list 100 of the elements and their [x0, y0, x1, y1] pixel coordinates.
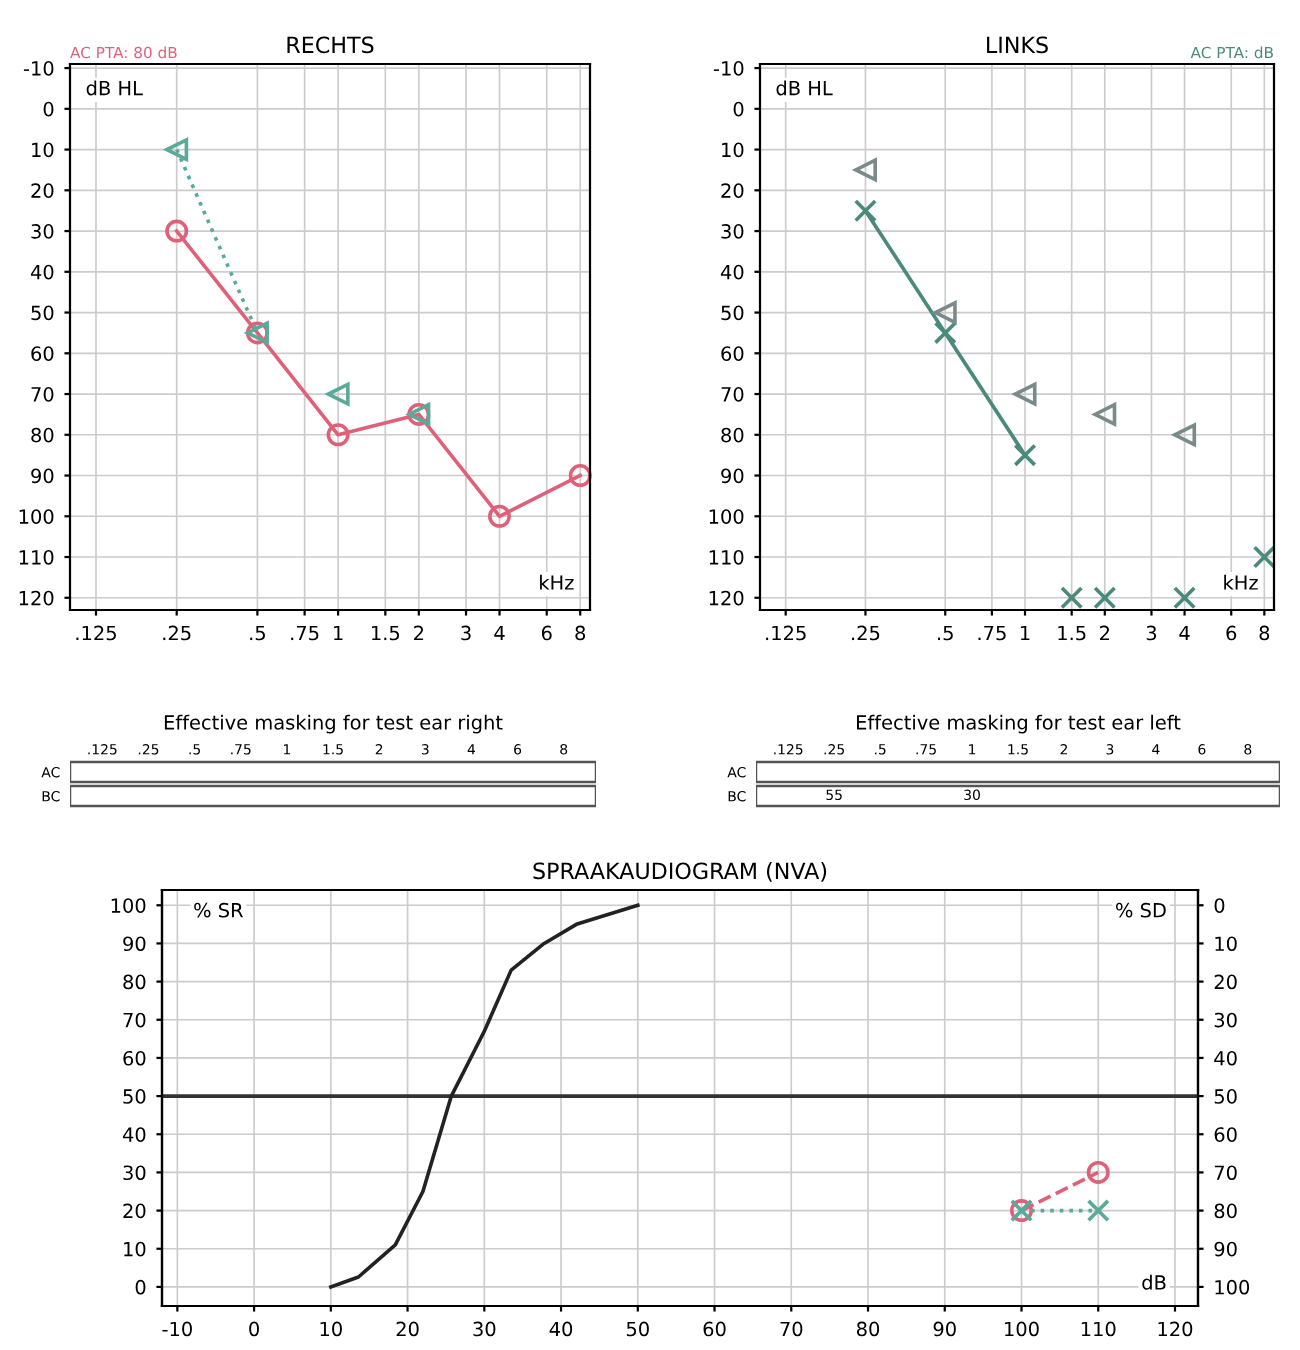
y-tick-label: 10 — [722, 142, 744, 158]
x-tick-label: 1 — [334, 625, 343, 641]
x-tick-label: 120 — [1158, 1321, 1193, 1337]
y-tick-label: 20 — [31, 183, 54, 198]
y-tick-label: 50 — [123, 1089, 146, 1104]
text: Effective masking for test ear right — [164, 714, 503, 734]
y-axis-title: dB HL — [86, 80, 143, 96]
x-tick-label: 110 — [1081, 1321, 1116, 1337]
y2-tick-label: 40 — [1214, 1050, 1237, 1066]
chart-title: SPRAAKAUDIOGRAM (NVA) — [533, 862, 827, 882]
y-tick-label: 0 — [43, 101, 54, 117]
x-tick-label: 1.5 — [371, 625, 400, 641]
x-axis-title: kHz — [540, 574, 574, 590]
x-tick-label: .75 — [978, 625, 1006, 641]
y2-tick-label: 30 — [1214, 1012, 1237, 1028]
y2-tick-label: 100 — [1215, 1279, 1250, 1295]
x-tick-label: 6 — [1226, 625, 1237, 641]
y2-tick-label: 60 — [1214, 1127, 1237, 1142]
x-tick-label: .125 — [766, 625, 806, 641]
y-tick-label: 10 — [32, 142, 54, 158]
y-tick-label: 60 — [721, 346, 744, 361]
x-tick-label: .5 — [938, 625, 953, 641]
x-tick-label: 50 — [626, 1321, 649, 1337]
x-axis-title: kHz — [1224, 574, 1258, 590]
y-axis-title: % SR — [194, 902, 244, 918]
y-tick-label: 40 — [30, 264, 54, 280]
y2-tick-label: 70 — [1214, 1165, 1237, 1181]
x-tick-label: 40 — [549, 1321, 573, 1337]
y-tick-label: 50 — [31, 305, 54, 321]
y-tick-label: 60 — [31, 346, 54, 361]
y2-axis-title: % SD — [1116, 902, 1166, 918]
y-tick-label: 30 — [721, 224, 744, 239]
y-tick-label: 100 — [19, 509, 54, 524]
x-tick-label: 6 — [541, 625, 552, 641]
y-tick-label: 0 — [733, 101, 744, 117]
y-tick-label: 50 — [721, 305, 744, 321]
y-tick-label: 100 — [111, 898, 146, 913]
y2-tick-label: 90 — [1214, 1241, 1237, 1257]
y-tick-label: 70 — [123, 1012, 146, 1028]
y2-tick-label: 10 — [1215, 936, 1237, 952]
y-tick-label: 90 — [123, 936, 146, 952]
y-tick-label: 60 — [123, 1050, 146, 1066]
x-tick-label: 0 — [249, 1321, 259, 1337]
x-tick-label: 2 — [1100, 625, 1110, 641]
x-tick-label: 30 — [473, 1321, 496, 1337]
y-tick-label: 90 — [721, 468, 744, 484]
y-tick-label: 80 — [31, 427, 54, 443]
y-tick-label: 40 — [720, 264, 744, 280]
point — [165, 138, 189, 162]
y-axis-title: dB HL — [776, 80, 833, 96]
y-tick-label: 70 — [31, 387, 54, 402]
y-tick-label: -10 — [23, 61, 54, 76]
y-tick-label: -10 — [713, 61, 744, 76]
y-tick-label: 20 — [123, 1203, 146, 1219]
x-tick-label: 70 — [780, 1321, 803, 1337]
x-tick-label: .25 — [163, 625, 191, 641]
point — [1093, 402, 1117, 426]
x-tick-label: 1 — [1020, 625, 1030, 641]
x-tick-label: .75 — [291, 625, 319, 641]
text: Effective masking for test ear left — [857, 714, 1181, 734]
x-tick-label: 80 — [856, 1321, 880, 1337]
point — [853, 199, 877, 223]
point — [1173, 423, 1197, 447]
y-tick-label: 40 — [122, 1127, 146, 1142]
y-tick-label: 80 — [123, 974, 146, 990]
y-tick-label: 100 — [709, 509, 744, 524]
x-tick-label: .125 — [76, 625, 116, 641]
point — [326, 423, 350, 447]
x-tick-label: 8 — [1259, 625, 1270, 641]
x-tick-label: -10 — [162, 1321, 192, 1337]
y-tick-label: 20 — [721, 183, 744, 198]
point — [933, 301, 957, 325]
point — [568, 464, 592, 488]
chart-title: RECHTS — [287, 36, 374, 54]
x-tick-label: 3 — [1146, 625, 1157, 641]
x-tick-label: 2 — [414, 625, 424, 641]
x-tick-label: .25 — [852, 625, 880, 641]
x-tick-label: 10 — [320, 1321, 342, 1337]
chart-title: LINKS — [987, 36, 1048, 54]
point — [165, 219, 189, 243]
point — [853, 158, 877, 182]
y2-tick-label: 50 — [1214, 1089, 1237, 1104]
x-tick-label: 90 — [933, 1321, 956, 1337]
y-tick-label: 80 — [721, 427, 744, 443]
y-tick-label: 110 — [709, 549, 744, 565]
x-tick-label: .5 — [250, 625, 265, 641]
y2-tick-label: 80 — [1214, 1203, 1237, 1219]
x-tick-label: 100 — [1005, 1321, 1039, 1337]
y-tick-label: 30 — [31, 224, 54, 239]
x-tick-label: 4 — [1179, 625, 1190, 641]
y-tick-label: 70 — [721, 387, 744, 402]
x-tick-label: 20 — [396, 1321, 419, 1337]
point — [1013, 443, 1037, 467]
point — [487, 504, 512, 528]
x-tick-label: 4 — [494, 625, 505, 641]
y-tick-label: 10 — [124, 1241, 146, 1257]
y-tick-label: 120 — [19, 590, 54, 606]
point — [933, 321, 957, 345]
point — [1013, 382, 1037, 406]
x-axis-title: dB — [1142, 1274, 1166, 1290]
